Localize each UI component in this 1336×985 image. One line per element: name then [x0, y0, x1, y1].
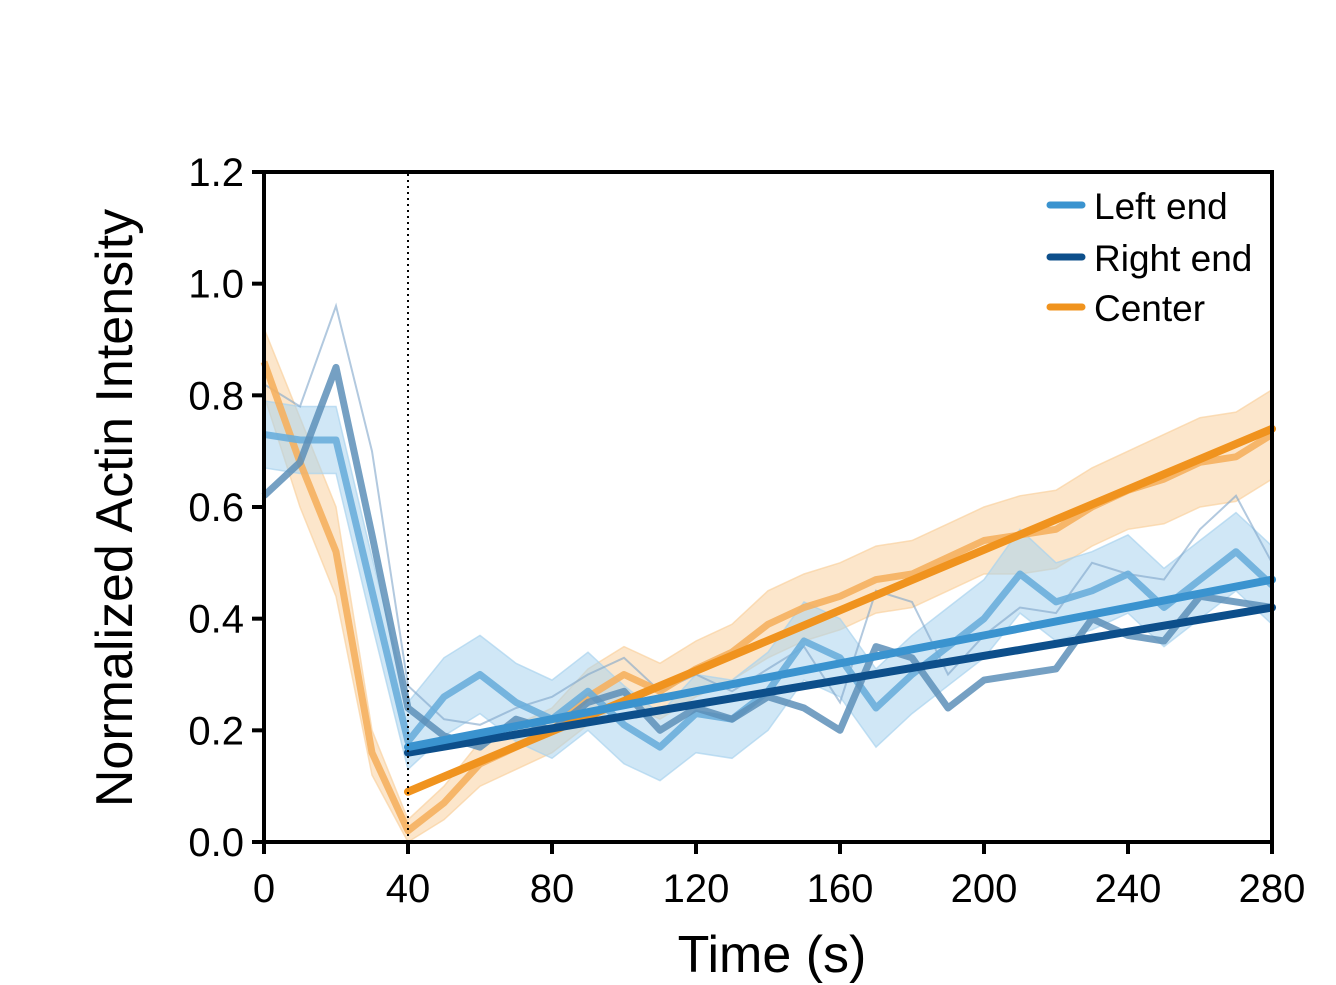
x-tick-label: 120: [663, 867, 730, 911]
legend-label-right: Right end: [1094, 238, 1252, 279]
x-tick-label: 240: [1095, 867, 1162, 911]
x-axis-title: Time (s): [678, 926, 867, 984]
x-tick-label: 40: [386, 867, 431, 911]
legend-label-center: Center: [1094, 288, 1205, 329]
y-tick-label: 0.4: [188, 598, 244, 642]
y-tick-label: 0.6: [188, 486, 244, 530]
y-tick-label: 1.0: [188, 263, 244, 307]
x-axis: 0 40 80 120 160 200 240 280: [253, 842, 1306, 911]
legend: Left end Right end Center: [1046, 186, 1252, 329]
bands-layer: [263, 328, 1273, 844]
x-tick-label: 0: [253, 867, 275, 911]
y-tick-label: 0.2: [188, 709, 244, 753]
y-tick-label: 1.2: [188, 151, 244, 195]
x-tick-label: 80: [530, 867, 575, 911]
legend-label-left: Left end: [1094, 186, 1228, 227]
right-end-fit-line: [404, 603, 1276, 757]
left-end-fit-line: [404, 575, 1276, 752]
y-axis-title: Normalized Actin Intensity: [86, 209, 144, 807]
x-tick-label: 200: [951, 867, 1018, 911]
right-end-mean-line: [261, 363, 1273, 751]
y-axis: 0.0 0.2 0.4 0.6 0.8 1.0 1.2: [188, 151, 264, 865]
fits-layer: [404, 424, 1276, 796]
x-tick-label: 280: [1239, 867, 1306, 911]
x-tick-label: 160: [807, 867, 874, 911]
y-tick-label: 0.0: [188, 821, 244, 865]
y-tick-label: 0.8: [188, 374, 244, 418]
